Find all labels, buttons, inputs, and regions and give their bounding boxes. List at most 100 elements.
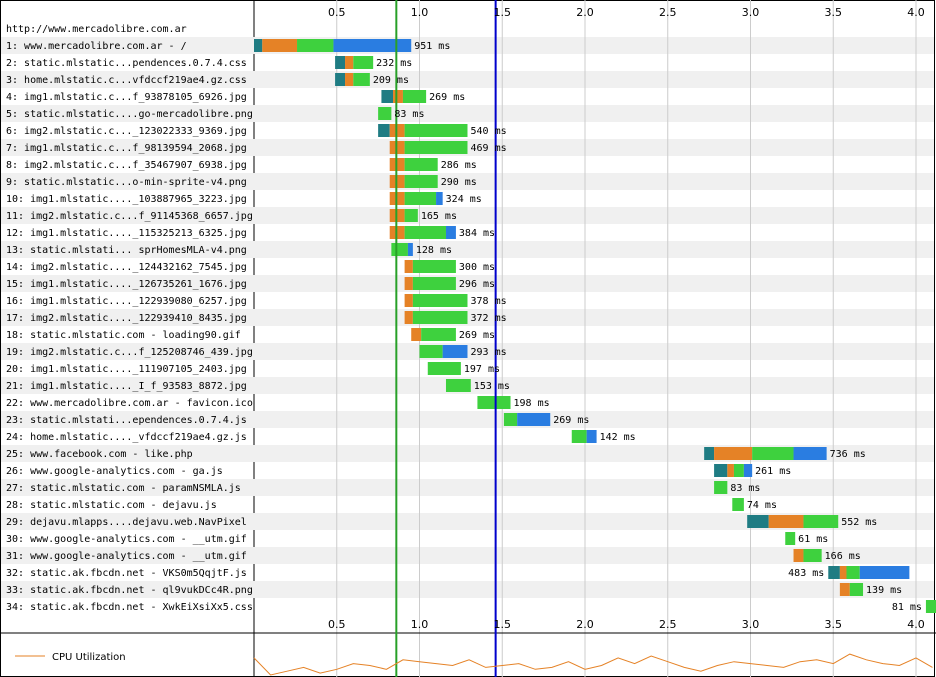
tick-label-bottom: 3.0 (742, 618, 760, 631)
bar-segment-ttfb (849, 583, 864, 596)
bar-segment-ttfb (378, 107, 392, 120)
row-shade (1, 411, 934, 428)
bar-segment-dns (381, 90, 394, 103)
bar-segment-dns (828, 566, 840, 579)
request-label: 7: img1.mlstatic.c...f_98139594_2068.jpg (6, 143, 247, 154)
bar-segment-ttfb (752, 447, 794, 460)
request-duration: 296 ms (459, 279, 495, 290)
request-label: 8: img2.mlstatic.c...f_35467907_6938.jpg (6, 160, 247, 171)
row-shade (1, 343, 934, 360)
bar-segment-download (333, 39, 412, 52)
request-duration: 139 ms (866, 585, 902, 596)
request-duration: 198 ms (514, 398, 550, 409)
request-duration: 142 ms (600, 432, 636, 443)
tick-label-top: 1.0 (411, 6, 429, 19)
bar-segment-ttfb (714, 481, 728, 494)
request-duration: 269 ms (459, 330, 495, 341)
request-label: 16: img1.mlstatic...._122939080_6257.jpg (6, 296, 247, 307)
bar-segment-connect (839, 566, 847, 579)
request-label: 27: static.mlstatic.com - paramNSMLA.js (6, 483, 241, 494)
request-label: 1: www.mercadolibre.com.ar - / (6, 41, 187, 52)
request-duration: 153 ms (474, 381, 510, 392)
request-label: 13: static.mlstati... sprHomesMLA-v4.png (6, 245, 247, 256)
request-label: 26: www.google-analytics.com - ga.js (6, 466, 223, 477)
bar-segment-connect (727, 464, 734, 477)
request-label: 25: www.facebook.com - like.php (6, 449, 193, 460)
request-duration: 166 ms (825, 551, 861, 562)
tick-label-bottom: 1.5 (494, 618, 512, 631)
request-label: 28: static.mlstatic.com - dejavu.js (6, 500, 217, 511)
request-duration: 83 ms (730, 483, 760, 494)
bar-segment-ttfb (404, 158, 438, 171)
tick-label-top: 4.0 (907, 6, 925, 19)
bar-segment-ttfb (803, 549, 822, 562)
bar-segment-download (436, 192, 443, 205)
bar-segment-dns (378, 124, 390, 137)
tick-label-bottom: 4.0 (907, 618, 925, 631)
bar-segment-ttfb (427, 362, 461, 375)
request-label: 31: www.google-analytics.com - __utm.gif (6, 551, 247, 562)
bar-segment-dns (335, 56, 346, 69)
request-duration: 483 ms (788, 568, 824, 579)
request-duration: 61 ms (798, 534, 828, 545)
request-label: 12: img1.mlstatic...._115325213_6325.jpg (6, 228, 247, 239)
bar-segment-download (586, 430, 597, 443)
bar-segment-download (445, 226, 456, 239)
request-label: 19: img2.mlstatic.c...f_125208746_439.jp… (6, 347, 253, 358)
request-label: 11: img2.mlstatic.c...f_91145368_6657.jp… (6, 211, 253, 222)
request-duration: 540 ms (470, 126, 506, 137)
bar-segment-dns (335, 73, 346, 86)
request-duration: 261 ms (755, 466, 791, 477)
row-shade (1, 105, 934, 122)
bar-segment-ttfb (404, 226, 446, 239)
bar-segment-ttfb (925, 600, 936, 613)
tick-label-top: 3.5 (825, 6, 843, 19)
row-shade (1, 479, 934, 496)
bar-segment-dns (747, 515, 769, 528)
row-shade (1, 173, 934, 190)
row-shade (1, 309, 934, 326)
bar-segment-ttfb (846, 566, 860, 579)
request-duration: 209 ms (373, 75, 409, 86)
bar-segment-ttfb (445, 379, 471, 392)
bar-segment-ttfb (421, 328, 456, 341)
tick-label-top: 1.5 (494, 6, 512, 19)
request-label: 34: static.ak.fbcdn.net - XwkEiXsiXx5.cs… (6, 602, 253, 613)
bar-segment-connect (768, 515, 804, 528)
row-shade (1, 207, 934, 224)
request-duration: 165 ms (421, 211, 457, 222)
cpu-utilization-line (253, 653, 933, 676)
row-shade (1, 37, 934, 54)
request-label: 33: static.ak.fbcdn.net - ql9vukDCc4R.pn… (6, 585, 253, 596)
bar-segment-ttfb (404, 141, 468, 154)
bar-segment-ttfb (353, 73, 370, 86)
request-label: 18: static.mlstatic.com - loading90.gif (6, 330, 241, 341)
request-duration: 269 ms (429, 92, 465, 103)
bar-segment-ttfb (404, 209, 418, 222)
bar-segment-ttfb (404, 175, 438, 188)
axis-ticks: 0.5 0.5 1.0 1.0 1.5 1.5 2.0 2.0 2.5 2.5 3.0 3.0 3.5 3… (328, 6, 925, 631)
request-duration: 128 ms (416, 245, 452, 256)
request-duration: 74 ms (747, 500, 777, 511)
bar-segment-download (407, 243, 413, 256)
bar-segment-download (793, 447, 827, 460)
bar-segment-connect (393, 90, 403, 103)
request-duration: 951 ms (414, 41, 450, 52)
bar-segment-connect (714, 447, 753, 460)
bar-segment-ttfb (404, 124, 468, 137)
request-label: 15: img1.mlstatic...._126735261_1676.jpg (6, 279, 247, 290)
request-duration: 290 ms (441, 177, 477, 188)
request-duration: 736 ms (830, 449, 866, 460)
tick-label-top: 3.0 (742, 6, 760, 19)
tick-label-bottom: 3.5 (825, 618, 843, 631)
request-duration: 372 ms (470, 313, 506, 324)
bar-segment-download (859, 566, 910, 579)
bar-segment-ttfb (732, 498, 744, 511)
bar-segment-connect (404, 294, 413, 307)
request-duration: 378 ms (470, 296, 506, 307)
bar-segment-ttfb (391, 243, 408, 256)
request-duration: 552 ms (841, 517, 877, 528)
bar-segment-ttfb (402, 90, 427, 103)
